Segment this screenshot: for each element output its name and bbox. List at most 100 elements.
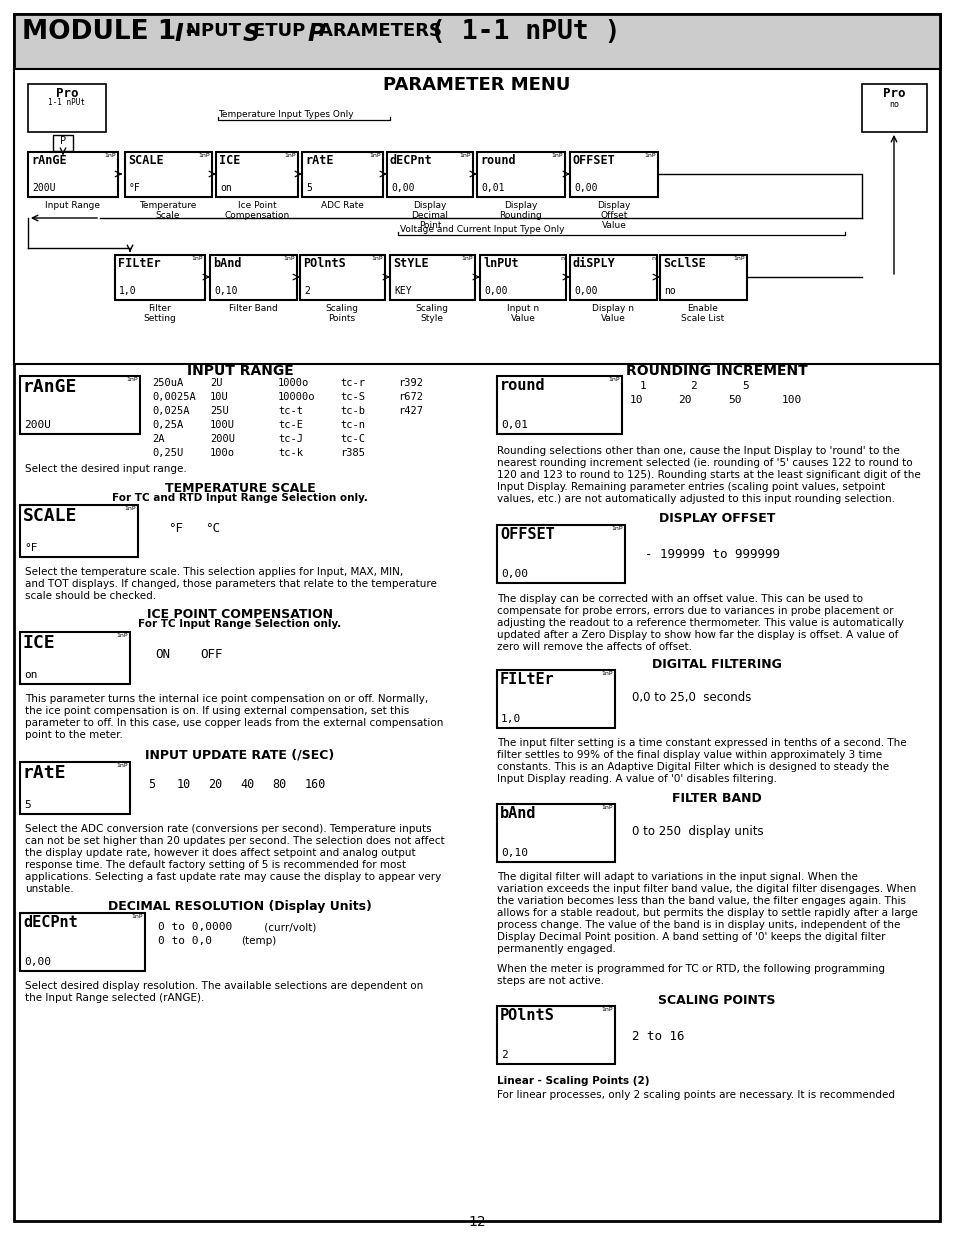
Text: the variation becomes less than the band value, the filter engages again. This: the variation becomes less than the band… <box>497 897 905 906</box>
Text: Value: Value <box>510 314 535 324</box>
Bar <box>14 69 939 364</box>
Text: n: n <box>650 256 655 261</box>
Text: Display: Display <box>597 201 630 210</box>
Text: 0,00: 0,00 <box>391 183 414 193</box>
Text: no: no <box>888 100 898 109</box>
Text: 1nP: 1nP <box>369 153 380 158</box>
Text: 0,00: 0,00 <box>574 287 597 296</box>
Text: MODULE 1 -: MODULE 1 - <box>22 19 205 44</box>
Text: process change. The value of the band is in display units, independent of the: process change. The value of the band is… <box>497 920 900 930</box>
Text: 1nP: 1nP <box>132 914 143 919</box>
Text: 1nP: 1nP <box>601 1007 613 1011</box>
Text: 1nP: 1nP <box>733 256 744 261</box>
Text: dECPnt: dECPnt <box>23 915 77 930</box>
Text: P: P <box>308 22 325 46</box>
Text: 1nP: 1nP <box>192 256 203 261</box>
Text: 100: 100 <box>781 395 801 405</box>
Text: tc-E: tc-E <box>277 420 303 430</box>
Text: bAnd: bAnd <box>213 257 241 270</box>
Text: TEMPERATURE SCALE: TEMPERATURE SCALE <box>165 482 315 495</box>
Text: 100o: 100o <box>210 448 234 458</box>
Text: round: round <box>479 154 515 167</box>
Text: 0,0025A: 0,0025A <box>152 391 195 403</box>
Text: rAnGE: rAnGE <box>30 154 67 167</box>
Text: no: no <box>663 287 675 296</box>
Text: Filter: Filter <box>149 304 172 312</box>
Text: ICE: ICE <box>219 154 240 167</box>
Text: on: on <box>24 671 37 680</box>
Bar <box>659 254 746 300</box>
Text: Input Display reading. A value of '0' disables filtering.: Input Display reading. A value of '0' di… <box>497 774 776 784</box>
Text: 10: 10 <box>177 778 191 790</box>
Text: 1nP: 1nP <box>283 256 294 261</box>
Text: POlntS: POlntS <box>499 1008 554 1023</box>
Text: Select the temperature scale. This selection applies for Input, MAX, MIN,: Select the temperature scale. This selec… <box>25 567 403 577</box>
Text: 1nP: 1nP <box>284 153 295 158</box>
Text: Scaling: Scaling <box>416 304 448 312</box>
Text: Display Decimal Point position. A band setting of '0' keeps the digital filter: Display Decimal Point position. A band s… <box>497 932 884 942</box>
Bar <box>28 152 118 198</box>
Text: response time. The default factory setting of 5 is recommended for most: response time. The default factory setti… <box>25 860 406 869</box>
Text: 0 to 0,0000: 0 to 0,0000 <box>158 923 232 932</box>
Text: POlntS: POlntS <box>303 257 345 270</box>
Text: point to the meter.: point to the meter. <box>25 730 123 740</box>
Text: 2: 2 <box>689 382 696 391</box>
Text: INPUT RANGE: INPUT RANGE <box>187 364 294 378</box>
Text: ROUNDING INCREMENT: ROUNDING INCREMENT <box>625 364 807 378</box>
Bar <box>20 632 130 684</box>
Text: ScLlSE: ScLlSE <box>662 257 705 270</box>
Text: 1nP: 1nP <box>601 671 613 676</box>
Text: 5: 5 <box>306 183 312 193</box>
Text: INPUT UPDATE RATE (/SEC): INPUT UPDATE RATE (/SEC) <box>145 748 335 761</box>
Bar <box>479 254 565 300</box>
Text: FILtEr: FILtEr <box>118 257 161 270</box>
Text: 1: 1 <box>639 382 646 391</box>
Text: 160: 160 <box>305 778 326 790</box>
Text: Select desired display resolution. The available selections are dependent on: Select desired display resolution. The a… <box>25 981 423 990</box>
Text: SCALE: SCALE <box>128 154 164 167</box>
Text: 250uA: 250uA <box>152 378 183 388</box>
Text: °F: °F <box>24 543 37 553</box>
Text: n: n <box>559 256 563 261</box>
Text: 1nP: 1nP <box>105 153 116 158</box>
Bar <box>125 152 212 198</box>
Text: Decimal: Decimal <box>411 211 448 220</box>
Text: adjusting the readout to a reference thermometer. This value is automatically: adjusting the readout to a reference the… <box>497 618 902 629</box>
Text: Point: Point <box>418 221 441 230</box>
Text: 0,00: 0,00 <box>24 957 51 967</box>
Text: 1nP: 1nP <box>608 377 619 382</box>
Text: tc-C: tc-C <box>339 433 365 445</box>
Text: 1,0: 1,0 <box>119 287 136 296</box>
Text: OFFSET: OFFSET <box>573 154 615 167</box>
Bar <box>497 804 615 862</box>
Text: Value: Value <box>601 221 626 230</box>
Bar <box>390 254 475 300</box>
Text: tc-n: tc-n <box>339 420 365 430</box>
Text: parameter to off. In this case, use copper leads from the external compensation: parameter to off. In this case, use copp… <box>25 718 443 727</box>
Bar <box>14 14 939 69</box>
Text: 200U: 200U <box>210 433 234 445</box>
Text: Select the ADC conversion rate (conversions per second). Temperature inputs: Select the ADC conversion rate (conversi… <box>25 824 431 834</box>
Text: 120 and 123 to round to 125). Rounding starts at the least significant digit of : 120 and 123 to round to 125). Rounding s… <box>497 471 920 480</box>
Text: on: on <box>220 183 232 193</box>
Text: values, etc.) are not automatically adjusted to this input rounding selection.: values, etc.) are not automatically adju… <box>497 494 894 504</box>
Text: Select the desired input range.: Select the desired input range. <box>25 464 187 474</box>
Text: Display n: Display n <box>592 304 634 312</box>
Bar <box>20 505 138 557</box>
Text: For TC Input Range Selection only.: For TC Input Range Selection only. <box>138 619 341 629</box>
Text: 0,00: 0,00 <box>483 287 507 296</box>
Text: KEY: KEY <box>394 287 411 296</box>
Text: r385: r385 <box>339 448 365 458</box>
Text: tc-t: tc-t <box>277 406 303 416</box>
Text: (temp): (temp) <box>241 936 276 946</box>
Text: zero will remove the affects of offset.: zero will remove the affects of offset. <box>497 642 691 652</box>
Text: compensate for probe errors, errors due to variances in probe placement or: compensate for probe errors, errors due … <box>497 606 893 616</box>
Text: DIGITAL FILTERING: DIGITAL FILTERING <box>652 658 781 671</box>
Bar <box>569 152 658 198</box>
Text: 0 to 250  display units: 0 to 250 display units <box>631 825 762 839</box>
Text: 0,00: 0,00 <box>500 569 527 579</box>
Text: Voltage and Current Input Type Only: Voltage and Current Input Type Only <box>399 225 564 233</box>
Text: variation exceeds the input filter band value, the digital filter disengages. Wh: variation exceeds the input filter band … <box>497 884 915 894</box>
Text: 2: 2 <box>500 1050 507 1060</box>
Text: 1,0: 1,0 <box>500 714 520 724</box>
